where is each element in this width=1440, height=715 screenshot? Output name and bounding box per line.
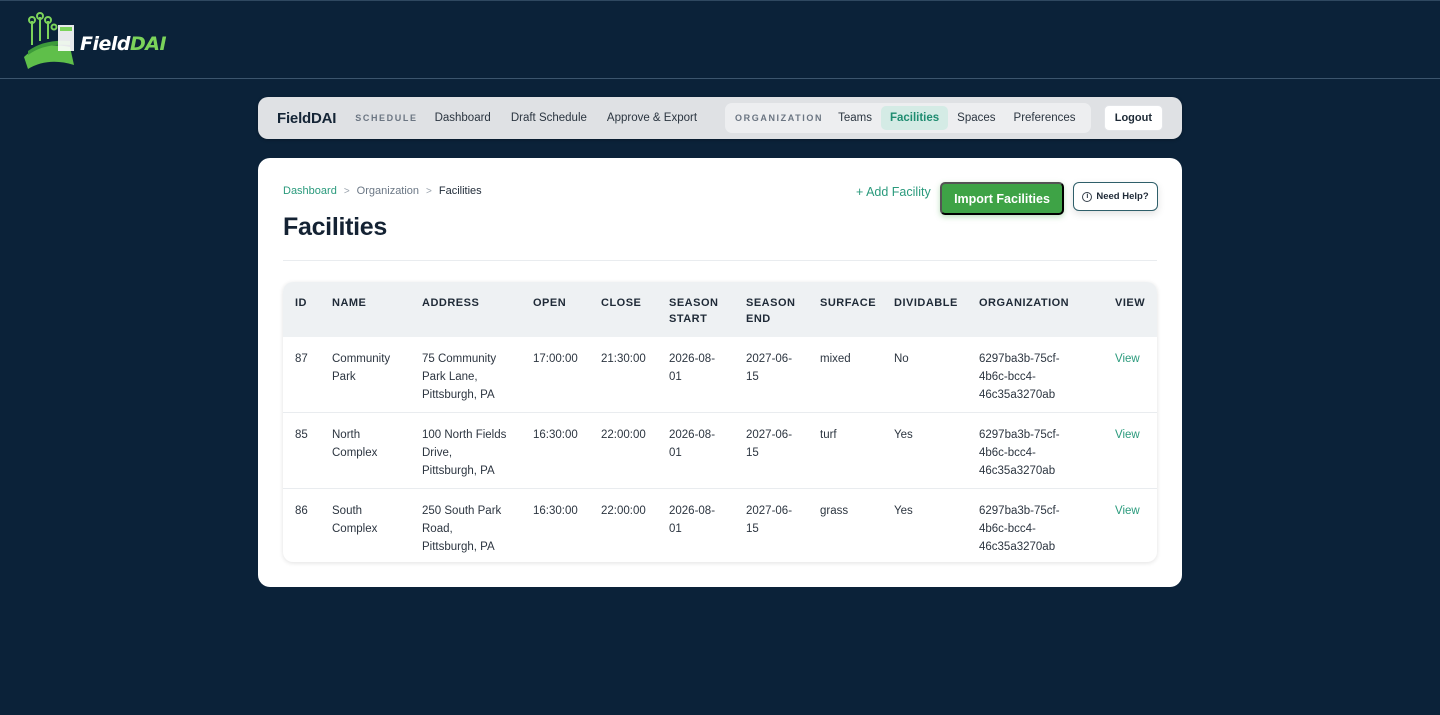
col-header-dividable: DIVIDABLE (894, 297, 958, 309)
breadcrumb-organization[interactable]: Organization (356, 185, 420, 197)
nav-link-teams[interactable]: Teams (838, 112, 872, 124)
cell-season-end: 2027-06- 15 (746, 412, 820, 488)
col-header-organization: ORGANIZATION (979, 297, 1070, 309)
breadcrumb-separator: > (343, 185, 350, 197)
cell-name: North Complex (332, 412, 422, 488)
cell-season-start: 2026-08- 01 (669, 487, 746, 562)
organization-nav-group: ORGANIZATION Teams Facilities Spaces Pre… (725, 103, 1091, 133)
table-header: ID NAME ADDRESS OPEN CLOSE SEASON START S… (283, 282, 1157, 337)
col-header-open: OPEN (533, 297, 567, 309)
need-help-label: Need Help? (1096, 191, 1149, 202)
nav-link-approve-export[interactable]: Approve & Export (606, 112, 698, 124)
nav-brand[interactable]: FieldDAI (277, 109, 337, 127)
breadcrumb-dashboard[interactable]: Dashboard (283, 185, 337, 197)
logout-button[interactable]: Logout (1103, 105, 1163, 131)
cell-season-end: 2027-06- 15 (746, 487, 820, 562)
breadcrumb-current: Facilities (438, 185, 482, 197)
schedule-nav-group: SCHEDULE Dashboard Draft Schedule Approv… (355, 106, 706, 130)
col-header-view: VIEW (1115, 297, 1146, 309)
cell-close: 22:00:00 (601, 487, 669, 562)
brand-wordmark: FieldDAI (80, 33, 167, 55)
col-header-season-end: SEASON END (746, 297, 796, 325)
view-link[interactable]: View (1115, 353, 1140, 365)
field-circuit-logo-icon (24, 12, 74, 69)
facilities-table-container: ID NAME ADDRESS OPEN CLOSE SEASON START S… (283, 282, 1157, 562)
nav-link-draft-schedule[interactable]: Draft Schedule (510, 112, 587, 124)
need-help-button[interactable]: i Need Help? (1073, 182, 1158, 211)
brand-logo[interactable]: FieldDAI (20, 11, 167, 71)
cell-view: View (1115, 412, 1157, 488)
title-divider (283, 260, 1157, 261)
nav-link-preferences[interactable]: Preferences (1013, 112, 1076, 124)
cell-surface: mixed (820, 353, 851, 365)
cell-dividable: Yes (894, 412, 979, 488)
facilities-table: ID NAME ADDRESS OPEN CLOSE SEASON START S… (283, 282, 1157, 562)
nav-link-dashboard[interactable]: Dashboard (434, 112, 491, 124)
cell-id: 86 (283, 487, 332, 562)
schedule-section-label: SCHEDULE (355, 113, 418, 123)
cell-name: Community Park (332, 353, 391, 383)
table-header-row: ID NAME ADDRESS OPEN CLOSE SEASON START S… (283, 282, 1157, 337)
breadcrumb-separator: > (426, 185, 432, 197)
app-header: FieldDAI (0, 0, 1440, 79)
add-facility-link[interactable]: + Add Facility (856, 185, 931, 199)
view-link[interactable]: View (1115, 429, 1140, 441)
table-body: 87 Community Park 75 Community Park Lane, P… (283, 337, 1157, 562)
cell-address: 75 Community Park Lane, Pittsburgh, PA (422, 353, 497, 401)
col-header-close: CLOSE (601, 297, 642, 309)
col-header-id: ID (295, 297, 307, 309)
organization-section-label: ORGANIZATION (735, 113, 824, 123)
cell-view: View (1115, 337, 1157, 413)
cell-view: View (1115, 487, 1157, 562)
col-header-season-start: SEASON START (669, 297, 719, 325)
cell-season-start: 2026-08- 01 (669, 412, 746, 488)
cell-organization: 6297ba3b-75cf- 4b6c-bcc4- 46c35a3270ab (979, 353, 1060, 401)
cell-address: 250 South Park Road, Pittsburgh, PA (422, 487, 533, 562)
cell-season-start: 2026-08- 01 (669, 353, 716, 383)
info-icon: i (1082, 191, 1093, 202)
cell-season-end: 2027-06- 15 (746, 353, 793, 383)
view-link[interactable]: View (1115, 504, 1140, 517)
import-facilities-button[interactable]: Import Facilities (940, 182, 1064, 215)
table-row: 87 Community Park 75 Community Park Lane, P… (283, 337, 1157, 413)
facilities-card: Dashboard > Organization > Facilities Fa… (258, 158, 1182, 587)
cell-open: 16:30:00 (533, 412, 601, 488)
cell-close: 22:00:00 (601, 412, 669, 488)
table-row: 86 South Complex 250 South Park Road, Pitts… (283, 487, 1157, 562)
cell-open: 17:00:00 (533, 353, 578, 365)
col-header-surface: SURFACE (820, 297, 877, 309)
cell-close: 21:30:00 (601, 353, 646, 365)
main-navbar: FieldDAI SCHEDULE Dashboard Draft Schedu… (258, 97, 1182, 139)
cell-organization: 6297ba3b-75cf- 4b6c-bcc4- 46c35a3270ab (979, 487, 1115, 562)
cell-address: 100 North Fields Drive, Pittsburgh, PA (422, 412, 533, 488)
cell-id: 85 (283, 412, 332, 488)
col-header-name: NAME (332, 297, 367, 309)
breadcrumb: Dashboard > Organization > Facilities (283, 185, 482, 197)
cell-id: 87 (295, 353, 308, 365)
table-row: 85 North Complex 100 North Fields Drive, Pi… (283, 412, 1157, 488)
page-title: Facilities (283, 213, 387, 241)
cell-dividable: No (894, 353, 909, 365)
cell-surface: grass (820, 487, 894, 562)
nav-link-facilities[interactable]: Facilities (880, 106, 949, 130)
cell-name: South Complex (332, 487, 422, 562)
nav-link-spaces[interactable]: Spaces (957, 112, 996, 124)
cell-surface: turf (820, 412, 894, 488)
cell-open: 16:30:00 (533, 487, 601, 562)
cell-dividable: Yes (894, 487, 979, 562)
cell-organization: 6297ba3b-75cf- 4b6c-bcc4- 46c35a3270ab (979, 412, 1115, 488)
col-header-address: ADDRESS (422, 297, 480, 309)
